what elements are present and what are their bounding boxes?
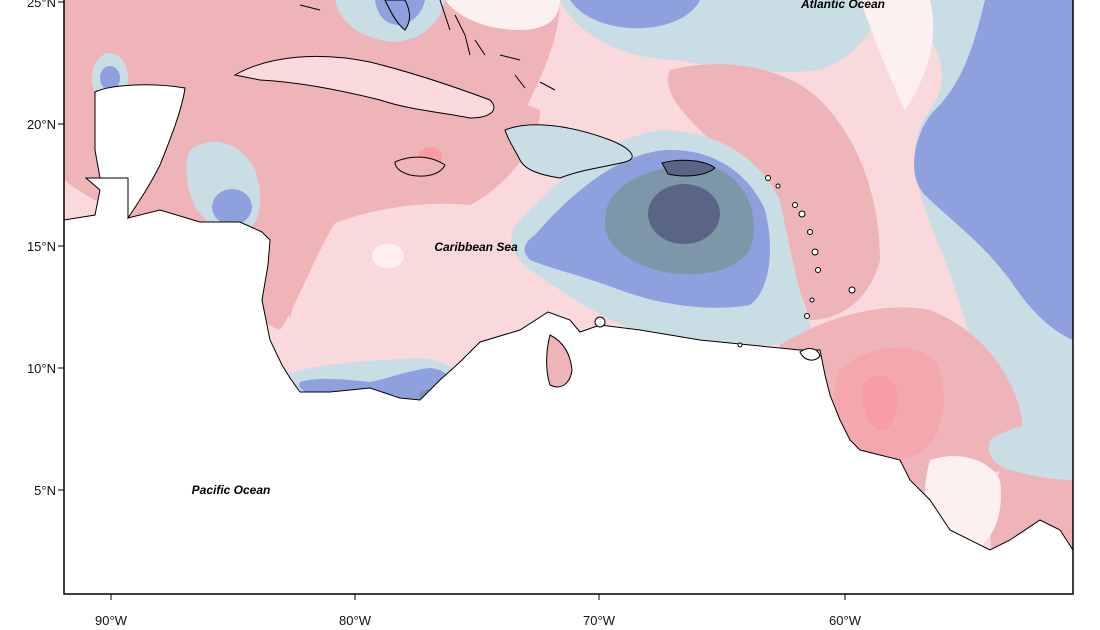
lat-tick-label: 10°N xyxy=(27,361,56,376)
bahamas-islands xyxy=(299,0,556,91)
contour-pos-central-south xyxy=(368,250,540,323)
plot-frame xyxy=(63,0,1074,595)
lat-tick-label: 20°N xyxy=(27,117,56,132)
contour-neutral-east xyxy=(860,0,934,110)
lon-axis: 90°W 80°W 70°W 60°W xyxy=(95,594,862,628)
lat-tick-label: 25°N xyxy=(27,0,56,10)
contour-neg-honduras xyxy=(212,189,252,225)
land-trinidad xyxy=(799,348,821,361)
lat-axis: 25°N 20°N 15°N 10°N 5°N xyxy=(27,0,64,498)
contour-neg-yucatan xyxy=(100,66,120,90)
lat-tick-label: 5°N xyxy=(34,483,56,498)
contour-neg-atlantic xyxy=(914,0,1073,340)
contour-neg-caribbean-core xyxy=(648,184,720,244)
lesser-antilles xyxy=(594,175,856,348)
contour-neutral-north xyxy=(445,0,560,30)
land-guajira-lake xyxy=(546,334,573,388)
land-hispaniola xyxy=(504,124,633,179)
contour-pos-west-inner xyxy=(286,79,540,320)
land-central-america xyxy=(64,177,1073,594)
land-florida xyxy=(384,0,410,31)
lon-tick-label: 80°W xyxy=(339,613,372,628)
contour-pos-guiana-core xyxy=(862,375,898,431)
label-atlantic-ocean: Atlantic Ocean xyxy=(800,0,885,11)
lon-tick-label: 60°W xyxy=(829,613,862,628)
contour-neg-north-inner xyxy=(570,0,700,29)
label-caribbean-sea: Caribbean Sea xyxy=(434,240,518,254)
land-jamaica xyxy=(394,156,446,177)
plot-area xyxy=(64,0,1073,594)
label-pacific-ocean: Pacific Ocean xyxy=(192,483,271,497)
contour-neutral-central xyxy=(372,244,404,268)
contour-neg-southeast xyxy=(988,423,1073,480)
land-cuba xyxy=(233,55,495,119)
land-yucatan xyxy=(94,84,186,220)
lat-tick-label: 15°N xyxy=(27,239,56,254)
land-puerto-rico xyxy=(661,159,716,177)
lon-tick-label: 70°W xyxy=(583,613,616,628)
contour-neg-panama xyxy=(299,368,450,405)
lon-tick-label: 90°W xyxy=(95,613,128,628)
